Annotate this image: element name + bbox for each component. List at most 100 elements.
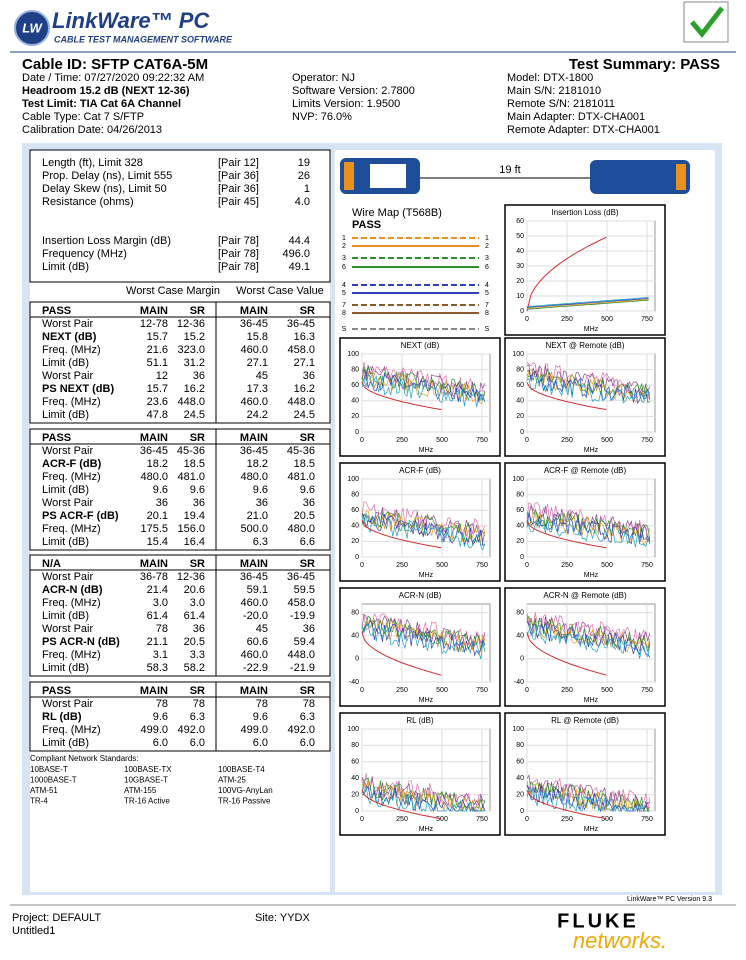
cell: 15.7 (147, 331, 168, 343)
cell: 323.0 (177, 344, 205, 356)
cell: 9.6 (190, 484, 205, 496)
info-line: NVP: 76.0% (292, 111, 352, 123)
row-label: PS NEXT (dB) (42, 383, 114, 395)
limits-box (29, 149, 331, 283)
cell: MAIN (140, 558, 168, 570)
y-tick-label: 80 (516, 610, 524, 617)
limit-pair: [Pair 78] (218, 248, 259, 260)
y-tick-label: 60 (351, 759, 359, 766)
cell: 59.4 (294, 636, 315, 648)
limit-value: 26 (298, 170, 310, 182)
cell: 12-36 (177, 571, 205, 583)
cell: 24.5 (294, 409, 315, 421)
row-label: PS ACR-N (dB) (42, 636, 120, 648)
chart-title: NEXT (dB) (401, 341, 440, 350)
cell: 21.4 (147, 584, 168, 596)
info-line: Test Limit: TIA Cat 6A Channel (22, 98, 181, 110)
cell: 20.6 (184, 584, 205, 596)
info-line: Calibration Date: 04/26/2013 (22, 124, 162, 136)
cell: SR (300, 685, 315, 697)
row-label: Freq. (MHz) (42, 344, 101, 356)
pin-left: 3 (342, 255, 346, 262)
pin-left: 7 (342, 302, 346, 309)
info-line: Main S/N: 2181010 (507, 85, 601, 97)
table-header: Worst Case Value (236, 285, 324, 297)
cell: 3.0 (153, 597, 168, 609)
y-tick-label: 0 (520, 808, 524, 815)
cell: MAIN (240, 305, 268, 317)
trace (526, 297, 649, 307)
row-label: PASS (42, 685, 71, 697)
row-label: Worst Pair (42, 318, 93, 330)
x-axis-label: MHz (419, 447, 434, 454)
section-box (29, 554, 331, 677)
cell: 12-78 (140, 318, 168, 330)
y-tick-label: 60 (351, 507, 359, 514)
row-label: Freq. (MHz) (42, 649, 101, 661)
y-tick-label: 0 (520, 308, 524, 315)
pin-right: 7 (485, 302, 489, 309)
row-label: Worst Pair (42, 623, 93, 635)
x-tick-label: 750 (476, 437, 488, 444)
trace (526, 367, 651, 404)
x-axis-label: MHz (584, 572, 599, 579)
y-tick-label: 80 (516, 742, 524, 749)
trace (361, 612, 486, 648)
trace (526, 508, 651, 541)
y-tick-label: 80 (351, 366, 359, 373)
trace (361, 615, 486, 652)
cell: 78 (156, 623, 168, 635)
cell: 6.6 (300, 536, 315, 548)
y-tick-label: 100 (512, 726, 524, 733)
cell: 27.1 (294, 357, 315, 369)
row-label: RL (dB) (42, 711, 82, 723)
cell: 15.2 (184, 331, 205, 343)
limit-pair: [Pair 78] (218, 261, 259, 273)
cell: 6.3 (190, 711, 205, 723)
x-tick-label: 250 (396, 562, 408, 569)
limit-label: Insertion Loss Margin (dB) (42, 235, 171, 247)
x-axis-label: MHz (419, 826, 434, 833)
cell: 500.0 (240, 523, 268, 535)
cell: 36-45 (240, 445, 268, 457)
cell: 15.4 (147, 536, 168, 548)
x-tick-label: 500 (436, 687, 448, 694)
info-line: Remote S/N: 2181011 (507, 98, 615, 110)
x-tick-label: 0 (525, 437, 529, 444)
cell: 16.2 (184, 383, 205, 395)
cell: 20.5 (184, 636, 205, 648)
cell: 36 (156, 497, 168, 509)
limit-value: 496.0 (282, 248, 310, 260)
cell: 15.8 (247, 331, 268, 343)
cell: MAIN (140, 432, 168, 444)
y-tick-label: 20 (516, 278, 524, 285)
cell: 45 (256, 623, 268, 635)
cell: 480.0 (140, 471, 168, 483)
standard: 100BASE-T4 (218, 765, 265, 774)
y-tick-label: 40 (351, 775, 359, 782)
y-tick-label: 80 (516, 491, 524, 498)
y-tick-label: 40 (516, 523, 524, 530)
pin-right: 4 (485, 282, 489, 289)
pin-right: 8 (485, 310, 489, 317)
x-tick-label: 250 (561, 562, 573, 569)
pin-right: 6 (485, 264, 489, 271)
cell: 36-45 (140, 445, 168, 457)
info-line: Limits Version: 1.9500 (292, 98, 400, 110)
limit-trace (526, 632, 607, 676)
cell: 27.1 (247, 357, 268, 369)
cell: 6.3 (253, 536, 268, 548)
cell: 36-45 (240, 318, 268, 330)
cell: 3.3 (190, 649, 205, 661)
project: Project: DEFAULT (12, 912, 101, 924)
cell: SR (300, 432, 315, 444)
cell: 175.5 (140, 523, 168, 535)
trace (526, 298, 649, 309)
x-tick-label: 500 (601, 816, 613, 823)
trace (361, 619, 486, 653)
trace (361, 785, 486, 812)
cell: 499.0 (240, 724, 268, 736)
limit-pair: [Pair 45] (218, 196, 259, 208)
limit-label: Delay Skew (ns), Limit 50 (42, 183, 167, 195)
x-tick-label: 0 (525, 687, 529, 694)
